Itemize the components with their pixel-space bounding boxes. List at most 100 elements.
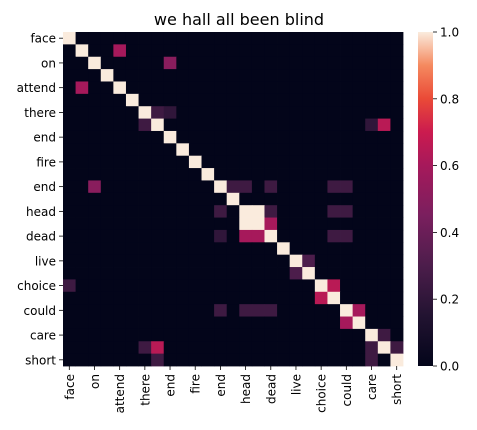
- heatmap-cell: [314, 304, 328, 317]
- heatmap-cell: [377, 328, 391, 342]
- heatmap-cell: [214, 192, 228, 206]
- heatmap-cell: [63, 69, 76, 82]
- heatmap-cell: [377, 304, 391, 317]
- heatmap-cell: [100, 229, 114, 243]
- heatmap-cell: [163, 217, 177, 231]
- heatmap-cell: [314, 155, 328, 169]
- heatmap-cell: [188, 291, 202, 305]
- heatmap-cell: [226, 229, 240, 243]
- heatmap-cell: [277, 44, 291, 58]
- heatmap-cell: [75, 229, 89, 243]
- heatmap-cell: [75, 316, 89, 330]
- heatmap-cell: [251, 291, 265, 305]
- x-tick-label: fire: [189, 374, 203, 394]
- heatmap-cell: [151, 180, 165, 194]
- heatmap-cell: [138, 56, 152, 70]
- heatmap-cell: [277, 291, 291, 305]
- heatmap-cell: [176, 267, 190, 280]
- heatmap-cell: [327, 56, 341, 70]
- heatmap-cell: [226, 130, 240, 144]
- heatmap-cell: [377, 267, 391, 280]
- heatmap-cell: [327, 353, 341, 367]
- heatmap-cell: [88, 69, 102, 82]
- heatmap-cell: [88, 192, 102, 206]
- heatmap-cell: [63, 56, 76, 70]
- heatmap-cell: [352, 143, 366, 157]
- heatmap-cell: [251, 328, 265, 342]
- heatmap-cell: [88, 328, 102, 342]
- x-tick-label: could: [340, 374, 354, 407]
- heatmap-cell: [289, 106, 303, 119]
- heatmap-cell: [365, 279, 379, 293]
- heatmap-cell: [352, 155, 366, 169]
- heatmap-cell: [75, 205, 89, 218]
- heatmap-cell: [176, 254, 190, 268]
- heatmap-cell: [100, 143, 114, 157]
- heatmap-cell: [88, 217, 102, 231]
- heatmap-cell: [239, 217, 253, 231]
- heatmap-cell: [138, 180, 152, 194]
- heatmap-cell: [63, 93, 76, 107]
- heatmap-cell: [314, 328, 328, 342]
- heatmap-cell: [201, 328, 215, 342]
- heatmap-cell: [302, 93, 316, 107]
- heatmap-cell: [377, 93, 391, 107]
- heatmap-cell: [314, 81, 328, 95]
- heatmap-cell: [100, 304, 114, 317]
- heatmap-cell: [251, 304, 265, 317]
- heatmap-cell: [251, 254, 265, 268]
- heatmap-cell: [277, 242, 291, 256]
- heatmap-cell: [377, 44, 391, 58]
- heatmap-cell: [340, 353, 354, 367]
- heatmap-cell: [88, 180, 102, 194]
- heatmap-cell: [327, 93, 341, 107]
- heatmap-cell: [138, 81, 152, 95]
- heatmap-cell: [352, 254, 366, 268]
- heatmap-cell: [327, 81, 341, 95]
- heatmap-cell: [201, 267, 215, 280]
- heatmap-cell: [340, 93, 354, 107]
- heatmap-cell: [63, 118, 76, 132]
- heatmap-cell: [214, 118, 228, 132]
- heatmap-cell: [201, 44, 215, 58]
- heatmap-cell: [100, 180, 114, 194]
- heatmap-cell: [251, 93, 265, 107]
- heatmap-cell: [352, 267, 366, 280]
- heatmap-cell: [289, 279, 303, 293]
- heatmap-cell: [264, 155, 278, 169]
- heatmap-cell: [75, 130, 89, 144]
- heatmap-cell: [138, 341, 152, 355]
- x-tick-label: choice: [315, 374, 329, 413]
- heatmap-cell: [75, 341, 89, 355]
- heatmap-cell: [151, 32, 165, 45]
- heatmap-cell: [138, 130, 152, 144]
- heatmap-cell: [239, 242, 253, 256]
- heatmap-cell: [377, 291, 391, 305]
- heatmap-cell: [63, 180, 76, 194]
- heatmap-cell: [239, 279, 253, 293]
- heatmap-cell: [289, 229, 303, 243]
- heatmap-cell: [340, 242, 354, 256]
- y-tick-label: fire: [36, 155, 56, 169]
- heatmap-cell: [302, 168, 316, 181]
- heatmap-cell: [277, 316, 291, 330]
- heatmap-cell: [314, 217, 328, 231]
- heatmap-cell: [100, 56, 114, 70]
- heatmap-cell: [201, 205, 215, 218]
- heatmap-cell: [176, 143, 190, 157]
- heatmap-cell: [302, 56, 316, 70]
- heatmap-cell: [264, 254, 278, 268]
- heatmap-cell: [302, 267, 316, 280]
- heatmap-cell: [113, 143, 127, 157]
- heatmap-cell: [214, 81, 228, 95]
- heatmap-cell: [75, 267, 89, 280]
- heatmap-cell: [390, 242, 404, 256]
- heatmap-cell: [289, 143, 303, 157]
- heatmap-cell: [377, 143, 391, 157]
- heatmap-cell: [251, 279, 265, 293]
- heatmap-cell: [176, 168, 190, 181]
- heatmap-cell: [352, 341, 366, 355]
- heatmap-cell: [226, 118, 240, 132]
- heatmap-cell: [277, 267, 291, 280]
- heatmap-cell: [151, 291, 165, 305]
